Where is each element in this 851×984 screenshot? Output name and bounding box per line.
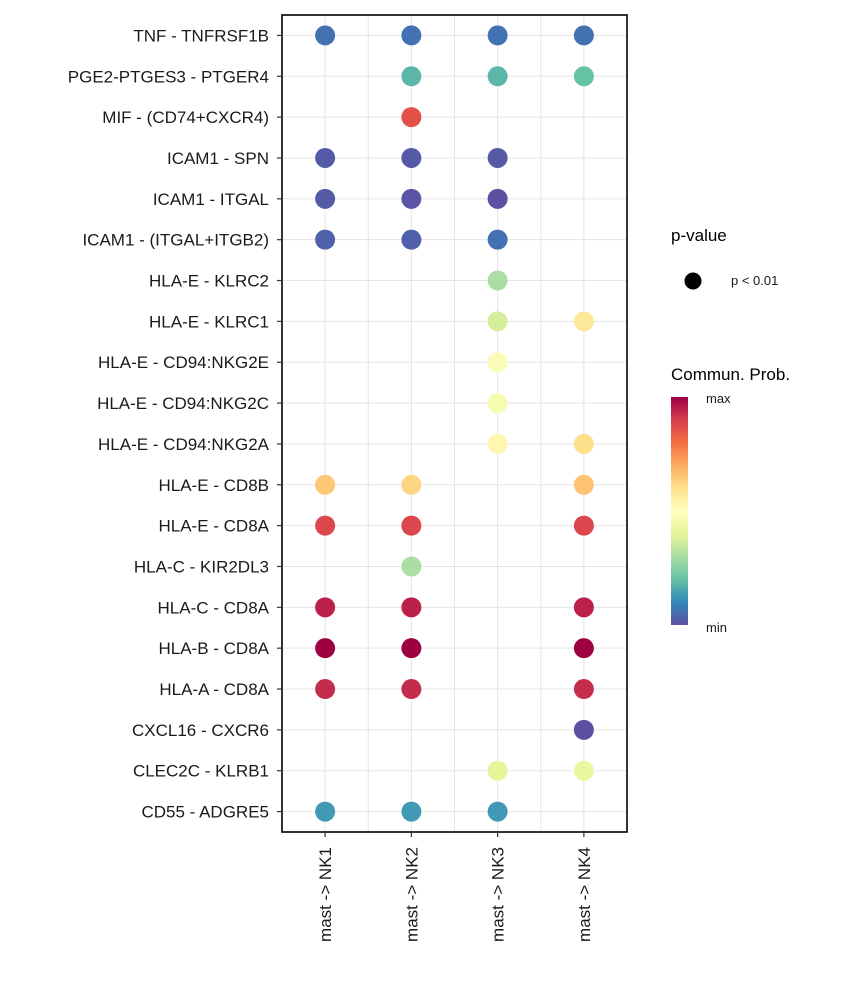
data-point: [573, 597, 594, 618]
size-legend-key: [684, 272, 702, 290]
data-point: [487, 760, 508, 781]
row-label: HLA-A - CD8A: [159, 680, 269, 699]
colorbar-max-label: max: [706, 391, 731, 406]
data-point: [573, 474, 594, 495]
row-label: HLA-C - KIR2DL3: [134, 557, 269, 576]
data-point: [315, 679, 336, 700]
data-point: [573, 311, 594, 332]
data-point: [401, 801, 422, 822]
data-point: [573, 66, 594, 87]
row-label: HLA-E - CD94:NKG2E: [98, 353, 269, 372]
data-point: [487, 229, 508, 250]
row-label: HLA-C - CD8A: [158, 598, 270, 617]
row-labels: TNF - TNFRSF1B PGE2-PTGES3 - PTGER4 MIF - …: [68, 26, 270, 821]
row-label: HLA-E - KLRC2: [149, 272, 269, 291]
points-layer: [315, 25, 594, 822]
data-point: [401, 597, 422, 618]
data-point: [487, 270, 508, 291]
column-label: mast -> NK3: [489, 847, 508, 942]
legend: p-value p < 0.01 Commun. Prob. max min: [671, 226, 790, 635]
size-legend-title: p-value: [671, 226, 727, 245]
data-point: [401, 147, 422, 168]
data-point: [573, 25, 594, 46]
data-point: [487, 433, 508, 454]
row-label: HLA-E - CD94:NKG2C: [97, 394, 269, 413]
data-point: [573, 515, 594, 536]
data-point: [487, 188, 508, 209]
row-label: HLA-E - CD8A: [158, 517, 269, 536]
column-label: mast -> NK1: [316, 847, 335, 942]
data-point: [315, 474, 336, 495]
row-label: PGE2-PTGES3 - PTGER4: [68, 67, 269, 86]
data-point: [573, 679, 594, 700]
row-label: HLA-E - KLRC1: [149, 312, 269, 331]
data-point: [401, 66, 422, 87]
data-point: [401, 679, 422, 700]
data-point: [487, 25, 508, 46]
data-point: [573, 638, 594, 659]
data-point: [315, 801, 336, 822]
data-point: [315, 597, 336, 618]
data-point: [315, 515, 336, 536]
data-point: [401, 556, 422, 577]
data-point: [401, 25, 422, 46]
data-point: [573, 760, 594, 781]
row-label: ICAM1 - ITGAL: [153, 190, 269, 209]
data-point: [315, 229, 336, 250]
column-label: mast -> NK4: [575, 847, 594, 942]
row-label: HLA-E - CD8B: [158, 476, 269, 495]
data-point: [401, 229, 422, 250]
data-point: [487, 311, 508, 332]
plot-panel-border: [281, 14, 628, 833]
data-point: [401, 474, 422, 495]
row-label: CLEC2C - KLRB1: [133, 762, 269, 781]
ticks-layer: [277, 34, 585, 837]
data-point: [487, 393, 508, 414]
data-point: [487, 801, 508, 822]
row-label: ICAM1 - (ITGAL+ITGB2): [82, 231, 269, 250]
data-point: [573, 719, 594, 740]
data-point: [401, 188, 422, 209]
data-point: [401, 107, 422, 128]
row-label: TNF - TNFRSF1B: [133, 26, 269, 45]
data-point: [487, 147, 508, 168]
colorbar: [671, 397, 688, 625]
size-legend-label: p < 0.01: [731, 273, 778, 288]
data-point: [315, 638, 336, 659]
color-legend-title: Commun. Prob.: [671, 365, 790, 384]
data-point: [573, 433, 594, 454]
data-point: [487, 66, 508, 87]
row-label: CXCL16 - CXCR6: [132, 721, 269, 740]
row-label: ICAM1 - SPN: [167, 149, 269, 168]
data-point: [487, 352, 508, 373]
data-point: [401, 515, 422, 536]
row-label: HLA-B - CD8A: [158, 639, 269, 658]
data-point: [315, 147, 336, 168]
column-labels: mast -> NK1 mast -> NK2 mast -> NK3 mast ->…: [316, 847, 594, 942]
data-point: [315, 188, 336, 209]
row-label: MIF - (CD74+CXCR4): [102, 108, 269, 127]
column-label: mast -> NK2: [402, 847, 421, 942]
data-point: [401, 638, 422, 659]
row-label: HLA-E - CD94:NKG2A: [98, 435, 270, 454]
colorbar-min-label: min: [706, 620, 727, 635]
data-point: [315, 25, 336, 46]
row-label: CD55 - ADGRE5: [141, 803, 269, 822]
